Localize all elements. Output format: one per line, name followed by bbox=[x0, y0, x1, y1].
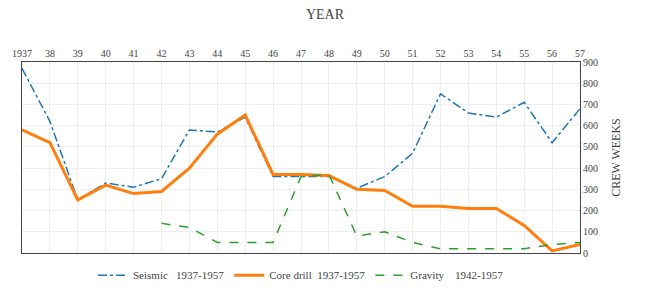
svg-text:900: 900 bbox=[583, 57, 598, 68]
svg-text:54: 54 bbox=[491, 48, 501, 59]
svg-text:45: 45 bbox=[240, 48, 250, 59]
svg-text:49: 49 bbox=[352, 48, 362, 59]
svg-text:43: 43 bbox=[184, 48, 194, 59]
svg-text:500: 500 bbox=[583, 141, 598, 152]
svg-text:Core drill 1937-1957: Core drill 1937-1957 bbox=[269, 269, 365, 281]
svg-text:52: 52 bbox=[436, 48, 446, 59]
svg-text:46: 46 bbox=[268, 48, 278, 59]
svg-text:50: 50 bbox=[380, 48, 390, 59]
svg-text:800: 800 bbox=[583, 78, 598, 89]
svg-text:44: 44 bbox=[212, 48, 222, 59]
svg-text:48: 48 bbox=[324, 48, 334, 59]
svg-text:38: 38 bbox=[45, 48, 55, 59]
svg-text:100: 100 bbox=[583, 226, 598, 237]
svg-text:47: 47 bbox=[296, 48, 306, 59]
svg-text:Gravity 1942-1957: Gravity 1942-1957 bbox=[410, 269, 503, 281]
svg-text:56: 56 bbox=[547, 48, 557, 59]
svg-text:0: 0 bbox=[583, 248, 588, 259]
svg-text:600: 600 bbox=[583, 120, 598, 131]
svg-text:53: 53 bbox=[463, 48, 473, 59]
svg-text:700: 700 bbox=[583, 99, 598, 110]
svg-text:200: 200 bbox=[583, 205, 598, 216]
svg-text:300: 300 bbox=[583, 184, 598, 195]
svg-text:CREW WEEKS: CREW WEEKS bbox=[609, 118, 623, 197]
svg-text:57: 57 bbox=[575, 48, 585, 59]
svg-text:Seismic 1937-1957: Seismic 1937-1957 bbox=[133, 269, 224, 281]
svg-text:400: 400 bbox=[583, 163, 598, 174]
svg-text:39: 39 bbox=[73, 48, 83, 59]
svg-text:51: 51 bbox=[408, 48, 418, 59]
svg-text:42: 42 bbox=[157, 48, 167, 59]
svg-text:41: 41 bbox=[129, 48, 139, 59]
svg-text:YEAR: YEAR bbox=[306, 7, 345, 22]
svg-text:55: 55 bbox=[519, 48, 529, 59]
svg-text:40: 40 bbox=[101, 48, 111, 59]
svg-text:1937: 1937 bbox=[12, 48, 32, 59]
